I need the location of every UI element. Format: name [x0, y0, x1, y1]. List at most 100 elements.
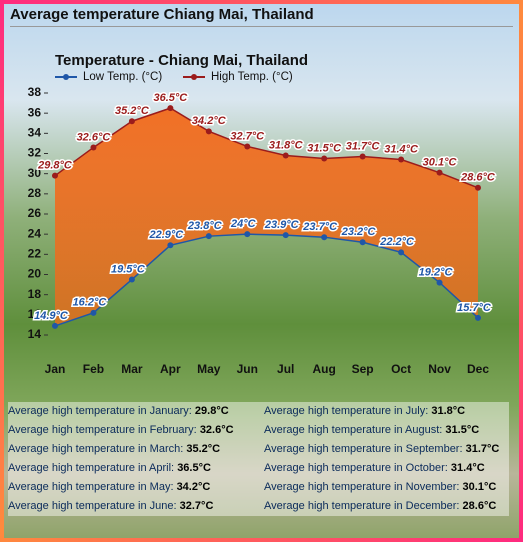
item-value: 28.6°C	[462, 500, 497, 512]
x-tick-label: Jan	[45, 362, 66, 376]
x-tick-label: Jun	[237, 362, 258, 376]
point	[321, 234, 328, 241]
legend-label: High Temp. (°C)	[211, 71, 293, 83]
y-tick-label: 26	[28, 206, 42, 220]
y-tick-label: 34	[28, 126, 42, 140]
data-label: 24°C	[230, 218, 257, 230]
item-value: 31.5°C	[445, 424, 480, 436]
data-label: 19.2°C	[419, 266, 454, 278]
item-value: 31.7°C	[465, 443, 500, 455]
chart-title: Temperature - Chiang Mai, Thailand	[55, 52, 308, 69]
y-tick-label: 38	[28, 85, 42, 99]
list-column: Average high temperature in July: 31.8°C…	[264, 402, 509, 516]
y-tick-label: 22	[28, 247, 42, 261]
point	[359, 153, 366, 160]
y-tick-label: 28	[28, 186, 42, 200]
data-label: 23.9°C	[264, 219, 300, 231]
legend-marker	[63, 74, 69, 80]
data-label: 31.8°C	[269, 139, 304, 151]
list-item: Average high temperature in November: 30…	[264, 478, 509, 497]
item-label: Average high temperature in February:	[8, 424, 197, 436]
list-item: Average high temperature in June: 32.7°C	[8, 497, 264, 516]
list-item: Average high temperature in April: 36.5°…	[8, 459, 264, 478]
page-title: Average temperature Chiang Mai, Thailand	[10, 6, 513, 27]
item-value: 31.4°C	[450, 462, 485, 474]
point	[52, 172, 58, 179]
point	[205, 233, 212, 240]
point	[436, 169, 443, 176]
data-label: 32.7°C	[230, 130, 265, 142]
point	[244, 231, 251, 238]
point	[321, 155, 328, 162]
list-item: Average high temperature in December: 28…	[264, 497, 509, 516]
y-tick-label: 16	[28, 307, 42, 321]
x-tick-label: Nov	[428, 362, 451, 376]
point	[128, 276, 135, 283]
legend-label: Low Temp. (°C)	[83, 71, 162, 83]
data-label: 36.5°C	[153, 92, 188, 104]
point	[436, 279, 443, 286]
list-item: Average high temperature in July: 31.8°C	[264, 402, 509, 421]
data-label: 19.5°C	[111, 263, 146, 275]
item-label: Average high temperature in July:	[264, 405, 429, 417]
y-tick-label: 20	[28, 267, 42, 281]
data-label: 30.1°C	[423, 157, 458, 169]
point	[90, 144, 97, 151]
point	[244, 143, 251, 150]
point	[398, 156, 405, 163]
point	[282, 232, 289, 239]
item-label: Average high temperature in August:	[264, 424, 443, 436]
item-value: 31.8°C	[431, 405, 466, 417]
list-item: Average high temperature in September: 3…	[264, 440, 509, 459]
y-tick-label: 32	[28, 146, 42, 160]
x-tick-label: Sep	[352, 362, 374, 376]
item-value: 30.1°C	[462, 481, 497, 493]
point	[282, 152, 289, 159]
point	[90, 309, 97, 316]
x-tick-label: Feb	[83, 362, 104, 376]
point	[205, 128, 212, 135]
item-label: Average high temperature in September:	[264, 443, 463, 455]
item-label: Average high temperature in October:	[264, 462, 448, 474]
series-line	[54, 233, 479, 327]
data-label: 23.8°C	[187, 220, 223, 232]
item-value: 34.2°C	[176, 481, 211, 493]
data-label: 35.2°C	[115, 105, 150, 117]
data-label: 31.4°C	[384, 143, 419, 155]
item-label: Average high temperature in January:	[8, 405, 192, 417]
list-item: Average high temperature in May: 34.2°C	[8, 478, 264, 497]
item-label: Average high temperature in June:	[8, 500, 177, 512]
item-value: 32.7°C	[179, 500, 214, 512]
item-label: Average high temperature in May:	[8, 481, 174, 493]
item-label: Average high temperature in April:	[8, 462, 175, 474]
x-tick-label: Dec	[467, 362, 489, 376]
data-label: 31.7°C	[346, 140, 381, 152]
list-item: Average high temperature in January: 29.…	[8, 402, 264, 421]
data-label: 22.2°C	[379, 236, 415, 248]
list-item: Average high temperature in August: 31.5…	[264, 421, 509, 440]
item-label: Average high temperature in March:	[8, 443, 184, 455]
temperature-list: Average high temperature in January: 29.…	[8, 402, 513, 516]
series-line	[54, 107, 479, 189]
y-tick-label: 36	[28, 105, 42, 119]
list-item: Average high temperature in February: 32…	[8, 421, 264, 440]
point	[167, 105, 174, 112]
data-label: 31.5°C	[307, 142, 342, 154]
item-value: 35.2°C	[186, 443, 221, 455]
point	[128, 118, 135, 125]
point	[52, 322, 58, 329]
point	[475, 314, 481, 321]
legend-marker	[191, 74, 197, 80]
data-label: 23.7°C	[302, 221, 338, 233]
list-item: Average high temperature in March: 35.2°…	[8, 440, 264, 459]
x-tick-label: Oct	[391, 362, 411, 376]
item-value: 29.8°C	[194, 405, 229, 417]
y-tick-label: 14	[28, 327, 42, 341]
y-tick-label: 24	[28, 226, 42, 240]
data-label: 32.6°C	[77, 131, 112, 143]
item-label: Average high temperature in November:	[264, 481, 460, 493]
chart: Temperature - Chiang Mai, Thailand Low T…	[28, 52, 498, 376]
point	[359, 239, 366, 246]
x-tick-label: Aug	[313, 362, 336, 376]
